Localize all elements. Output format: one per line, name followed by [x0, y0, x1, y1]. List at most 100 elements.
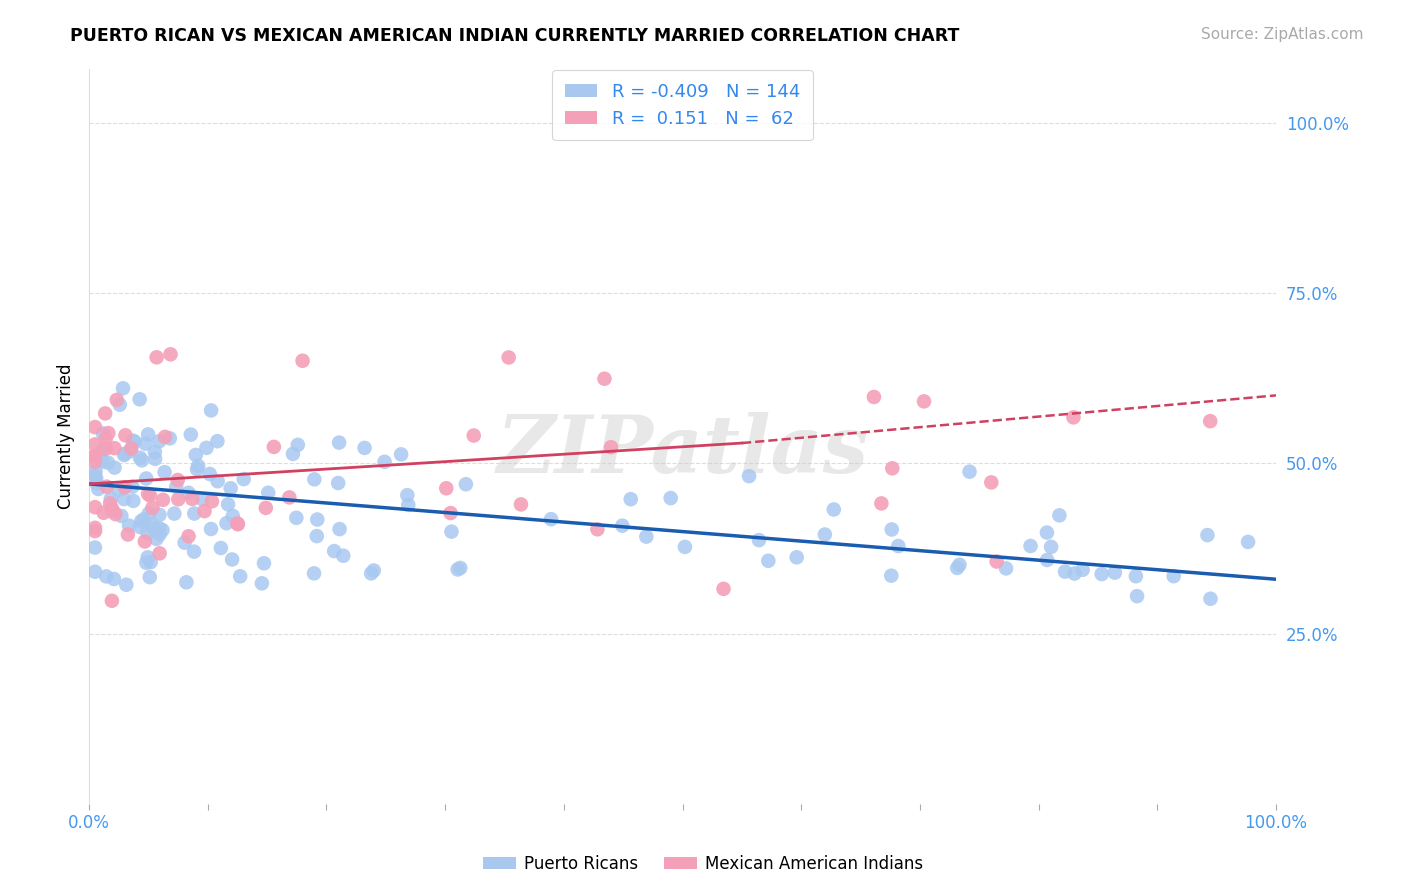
Point	[738, 469, 761, 483]
Point	[600, 440, 623, 454]
Point	[454, 477, 477, 491]
Point	[1163, 569, 1185, 583]
Point	[134, 436, 156, 450]
Point	[329, 522, 352, 536]
Point	[114, 446, 136, 460]
Point	[463, 428, 485, 442]
Point	[84, 455, 107, 469]
Point	[586, 522, 609, 536]
Point	[187, 458, 209, 473]
Point	[221, 552, 243, 566]
Point	[139, 570, 162, 584]
Point	[94, 432, 117, 446]
Y-axis label: Currently Married: Currently Married	[58, 364, 75, 509]
Point	[84, 565, 107, 579]
Point	[180, 427, 202, 442]
Point	[141, 500, 163, 515]
Point	[195, 441, 218, 455]
Point	[177, 529, 200, 543]
Point	[253, 556, 276, 570]
Point	[183, 507, 205, 521]
Point	[135, 556, 157, 570]
Point	[135, 471, 157, 485]
Point	[139, 488, 162, 502]
Point	[183, 544, 205, 558]
Point	[1199, 414, 1222, 428]
Point	[104, 507, 127, 521]
Point	[145, 351, 167, 365]
Point	[111, 381, 134, 395]
Point	[101, 594, 124, 608]
Point	[136, 427, 159, 442]
Point	[1053, 565, 1076, 579]
Point	[129, 514, 152, 528]
Point	[756, 554, 779, 568]
Point	[91, 443, 114, 458]
Point	[1036, 525, 1059, 540]
Point	[447, 562, 470, 576]
Point	[215, 516, 238, 531]
Point	[396, 498, 419, 512]
Point	[748, 533, 770, 547]
Text: PUERTO RICAN VS MEXICAN AMERICAN INDIAN CURRENTLY MARRIED CORRELATION CHART: PUERTO RICAN VS MEXICAN AMERICAN INDIAN …	[70, 27, 960, 45]
Point	[143, 445, 166, 459]
Point	[163, 507, 186, 521]
Point	[200, 403, 222, 417]
Point	[912, 394, 935, 409]
Point	[94, 442, 117, 456]
Point	[620, 492, 643, 507]
Point	[959, 465, 981, 479]
Point	[131, 453, 153, 467]
Point	[114, 428, 136, 442]
Point	[1104, 566, 1126, 580]
Point	[98, 496, 121, 510]
Point	[159, 431, 181, 445]
Point	[152, 523, 174, 537]
Point	[887, 539, 910, 553]
Point	[153, 430, 176, 444]
Point	[201, 494, 224, 508]
Point	[232, 472, 254, 486]
Point	[946, 561, 969, 575]
Point	[124, 434, 146, 449]
Point	[165, 480, 187, 494]
Point	[117, 527, 139, 541]
Point	[353, 441, 375, 455]
Point	[1125, 569, 1147, 583]
Point	[1091, 567, 1114, 582]
Point	[823, 502, 845, 516]
Point	[181, 491, 204, 506]
Point	[226, 516, 249, 531]
Point	[995, 561, 1018, 575]
Point	[84, 449, 107, 463]
Point	[84, 437, 107, 451]
Point	[138, 506, 160, 520]
Point	[149, 546, 172, 560]
Point	[136, 525, 159, 540]
Point	[184, 448, 207, 462]
Point	[1063, 566, 1085, 581]
Point	[96, 569, 118, 583]
Point	[101, 502, 124, 516]
Point	[103, 572, 125, 586]
Point	[880, 568, 903, 582]
Point	[129, 520, 152, 534]
Point	[159, 347, 181, 361]
Point	[659, 491, 682, 505]
Point	[278, 491, 301, 505]
Point	[97, 426, 120, 441]
Point	[173, 535, 195, 549]
Point	[191, 492, 214, 507]
Point	[148, 508, 170, 522]
Point	[177, 485, 200, 500]
Point	[880, 523, 903, 537]
Point	[101, 503, 124, 517]
Point	[254, 500, 277, 515]
Point	[986, 554, 1008, 568]
Point	[153, 465, 176, 479]
Point	[257, 485, 280, 500]
Point	[103, 460, 125, 475]
Point	[786, 550, 808, 565]
Point	[105, 392, 128, 407]
Point	[1036, 553, 1059, 567]
